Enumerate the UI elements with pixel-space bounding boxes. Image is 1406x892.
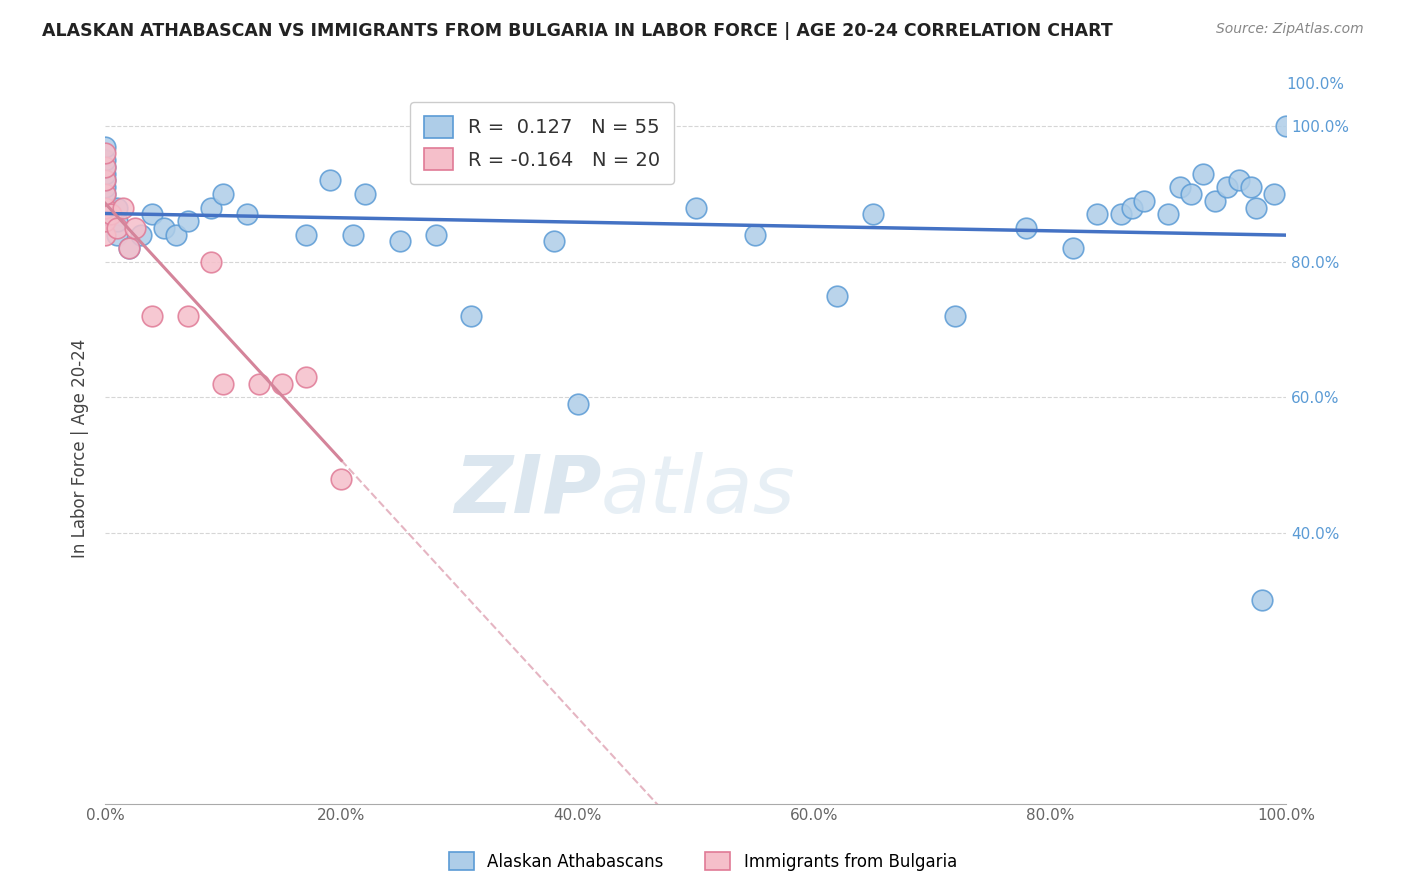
Point [744, 227, 766, 242]
Point [94, 187, 117, 202]
Point [124, 220, 146, 235]
Point [94, 139, 117, 153]
Point [425, 227, 447, 242]
Point [94, 153, 117, 168]
Point [200, 201, 222, 215]
Point [94, 173, 117, 187]
Point [105, 201, 128, 215]
Point [1246, 201, 1268, 215]
Point [141, 309, 163, 323]
Point [105, 227, 128, 242]
Point [94, 160, 117, 174]
Legend: Alaskan Athabascans, Immigrants from Bulgaria: Alaskan Athabascans, Immigrants from Bul… [440, 844, 966, 880]
Point [94, 207, 117, 221]
Point [827, 288, 849, 302]
Point [94, 167, 117, 181]
Point [236, 207, 259, 221]
Point [105, 220, 128, 235]
Point [111, 201, 134, 215]
Point [165, 227, 187, 242]
Point [105, 214, 128, 228]
Point [94, 227, 117, 242]
Point [943, 309, 966, 323]
Point [1180, 187, 1202, 202]
Legend: R =  0.127   N = 55, R = -0.164   N = 20: R = 0.127 N = 55, R = -0.164 N = 20 [411, 103, 673, 184]
Point [177, 214, 200, 228]
Point [862, 207, 884, 221]
Point [94, 180, 117, 194]
Point [1157, 207, 1180, 221]
Text: ALASKAN ATHABASCAN VS IMMIGRANTS FROM BULGARIA IN LABOR FORCE | AGE 20-24 CORREL: ALASKAN ATHABASCAN VS IMMIGRANTS FROM BU… [42, 22, 1114, 40]
Point [153, 220, 176, 235]
Point [1121, 201, 1143, 215]
Point [460, 309, 482, 323]
Point [177, 309, 200, 323]
Point [141, 207, 163, 221]
Text: ZIP: ZIP [454, 451, 602, 530]
Point [94, 173, 117, 187]
Point [118, 241, 141, 255]
Point [295, 227, 318, 242]
Text: 100.0%: 100.0% [1286, 78, 1344, 93]
Point [94, 214, 117, 228]
Point [94, 160, 117, 174]
Point [295, 370, 318, 384]
Point [247, 376, 270, 391]
Point [330, 471, 353, 485]
Point [1192, 167, 1215, 181]
Point [1239, 180, 1261, 194]
Point [1227, 173, 1250, 187]
Point [1133, 194, 1156, 208]
Y-axis label: In Labor Force | Age 20-24: In Labor Force | Age 20-24 [72, 338, 89, 558]
Point [1204, 194, 1226, 208]
Point [212, 376, 235, 391]
Point [271, 376, 294, 391]
Point [1263, 187, 1285, 202]
Point [94, 187, 117, 202]
Point [1275, 120, 1298, 134]
Point [1062, 241, 1084, 255]
Point [354, 187, 377, 202]
Point [118, 241, 141, 255]
Point [1015, 220, 1038, 235]
Point [1085, 207, 1108, 221]
Point [1168, 180, 1191, 194]
Point [685, 201, 707, 215]
Text: Source: ZipAtlas.com: Source: ZipAtlas.com [1216, 22, 1364, 37]
Point [100, 207, 122, 221]
Point [94, 214, 117, 228]
Point [200, 254, 222, 268]
Point [94, 146, 117, 161]
Point [1216, 180, 1239, 194]
Point [94, 194, 117, 208]
Point [129, 227, 152, 242]
Point [543, 235, 565, 249]
Point [389, 235, 412, 249]
Point [1109, 207, 1132, 221]
Text: atlas: atlas [602, 451, 796, 530]
Point [94, 201, 117, 215]
Point [318, 173, 340, 187]
Point [567, 397, 589, 411]
Point [212, 187, 235, 202]
Point [94, 201, 117, 215]
Point [1251, 593, 1274, 607]
Point [342, 227, 364, 242]
